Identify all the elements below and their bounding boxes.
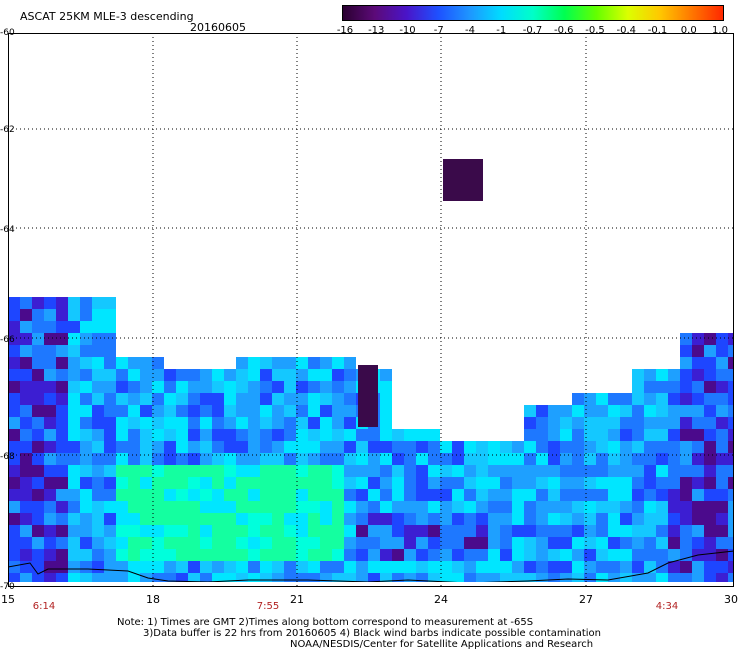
colorbar-label: -10 [399, 25, 416, 36]
lon-label-21: 21 [290, 593, 304, 606]
lat-label-62: -62 [0, 125, 15, 135]
colorbar-label: 1.0 [712, 25, 728, 36]
lat-label-66: -66 [0, 335, 15, 345]
lat-label-70: -70 [0, 582, 15, 592]
lat-label-64: -64 [0, 225, 15, 235]
colorbar-label: 0.0 [680, 25, 697, 36]
colorbar-label: -0.6 [553, 25, 574, 36]
pass-time-1: 6:14 [32, 601, 56, 612]
data-map [8, 33, 734, 587]
colorbar-label: -1 [496, 25, 507, 36]
lon-label-15: 15 [1, 593, 15, 606]
footnote-line-1: Note: 1) Times are GMT 2)Times along bot… [117, 617, 534, 628]
colorbar-label: -16 [336, 25, 354, 36]
colorbar-label: -0.5 [585, 25, 605, 36]
colorbar-label: -0.1 [647, 25, 668, 36]
colorbar-label: -0.7 [522, 25, 543, 36]
lon-label-27: 27 [579, 593, 593, 606]
lon-label-18: 18 [146, 593, 160, 606]
lat-label-60: -60 [0, 28, 15, 38]
footnote-line-3: NOAA/NESDIS/Center for Satellite Applica… [290, 639, 594, 650]
pass-time-3: 4:34 [655, 601, 679, 612]
colorbar-label: -0.4 [616, 25, 637, 36]
lon-label-24: 24 [434, 593, 448, 606]
colorbar [342, 5, 724, 21]
pass-time-2: 7:55 [256, 601, 280, 612]
footnote-line-2: 3)Data buffer is 22 hrs from 20160605 4)… [143, 628, 601, 639]
colorbar-label: -4 [465, 25, 475, 36]
map-canvas [8, 33, 734, 587]
lon-label-30: 30 [724, 593, 738, 606]
colorbar-label: -13 [368, 25, 385, 36]
map-title: ASCAT 25KM MLE-3 descending [20, 10, 194, 23]
map-date: 20160605 [190, 21, 246, 34]
lat-label-68: -68 [0, 452, 15, 462]
colorbar-label: -7 [433, 25, 444, 36]
